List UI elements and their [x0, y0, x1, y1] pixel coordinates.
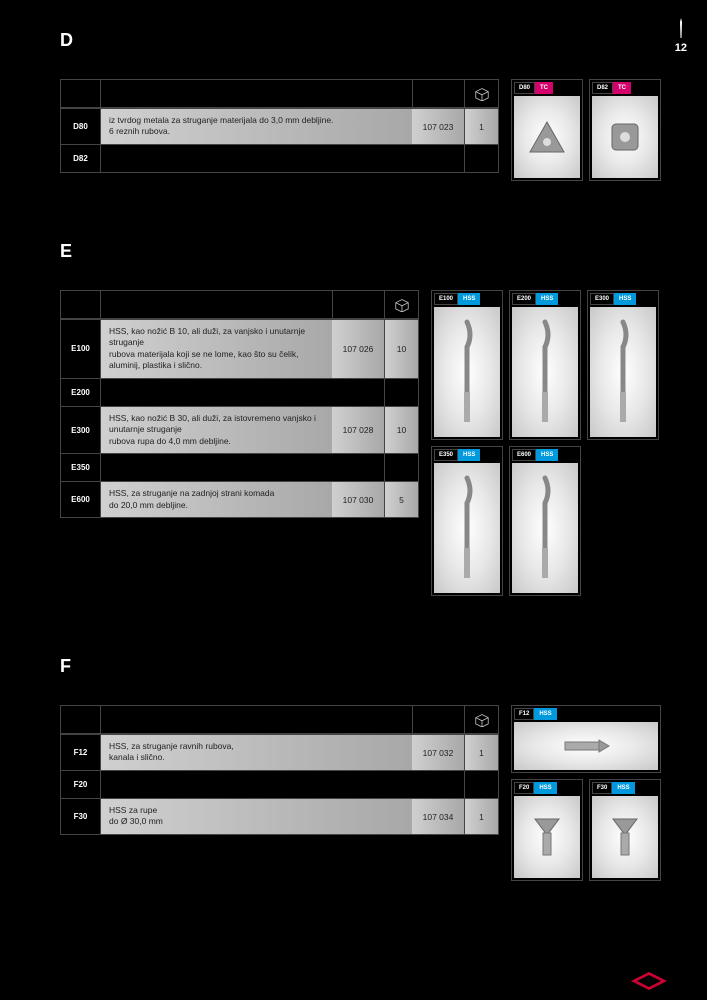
package-icon — [464, 80, 498, 107]
code-cell: 107 023 — [412, 109, 464, 144]
description-cell — [101, 379, 332, 406]
image-tags: D80 TC — [514, 82, 580, 94]
pack-qty-cell: 1 — [464, 109, 498, 144]
material-tag: TC — [535, 82, 553, 94]
package-icon — [464, 706, 498, 733]
description-cell: HSS, za struganje ravnih rubova,kanala i… — [101, 735, 412, 770]
code-cell — [332, 454, 384, 481]
product-illustration — [592, 96, 658, 178]
table-header — [61, 706, 498, 734]
section-title: E — [60, 241, 667, 262]
model-cell: E300 — [61, 407, 101, 453]
code-cell: 107 032 — [412, 735, 464, 770]
code-cell — [332, 379, 384, 406]
product-image-box: E600HSS — [509, 446, 581, 596]
description-cell — [101, 771, 412, 798]
model-cell: E200 — [61, 379, 101, 406]
model-cell: D80 — [61, 109, 101, 144]
table-row: F20 — [61, 770, 498, 798]
code-cell: 107 028 — [332, 407, 384, 453]
product-image-box: E350HSS — [431, 446, 503, 596]
product-image-box: E300HSS — [587, 290, 659, 440]
product-image-box: F12HSS — [511, 705, 661, 773]
product-image-box: E100HSS — [431, 290, 503, 440]
product-image-box: E200HSS — [509, 290, 581, 440]
table-row: D82 — [61, 144, 498, 172]
code-cell — [412, 771, 464, 798]
product-image-box: F30HSS — [589, 779, 661, 881]
section-title: F — [60, 656, 667, 677]
table-row: D80 iz tvrdog metala za struganje materi… — [61, 108, 498, 144]
description-cell — [101, 145, 412, 172]
image-tags: D82 TC — [592, 82, 658, 94]
pack-qty-cell: 1 — [464, 735, 498, 770]
model-tag: D80 — [514, 82, 535, 94]
product-illustration — [514, 96, 580, 178]
package-icon — [384, 291, 418, 318]
table-row: F30 HSS za rupedo Ø 30,0 mm 107 034 1 — [61, 798, 498, 834]
brand-logo — [631, 972, 667, 990]
model-cell: F30 — [61, 799, 101, 834]
product-images: D80 TC D82 TC — [511, 79, 667, 181]
table-row: E200 — [61, 378, 418, 406]
description-cell: iz tvrdog metala za struganje materijala… — [101, 109, 412, 144]
pack-qty-cell — [384, 454, 418, 481]
pack-qty-cell: 10 — [384, 407, 418, 453]
model-cell: E350 — [61, 454, 101, 481]
model-cell: F20 — [61, 771, 101, 798]
table-header — [61, 291, 418, 319]
product-table: E100 HSS, kao nožić B 10, ali duži, za v… — [60, 290, 419, 518]
product-images: F12HSS — [511, 705, 667, 773]
material-tag: TC — [613, 82, 631, 94]
pack-qty-cell — [464, 145, 498, 172]
section-title: D — [60, 30, 667, 51]
code-cell: 107 026 — [332, 320, 384, 378]
table-row: E100 HSS, kao nožić B 10, ali duži, za v… — [61, 319, 418, 378]
section-F: F F12 HSS, za struganje ravnih rubova,ka… — [60, 656, 667, 881]
code-cell: 107 034 — [412, 799, 464, 834]
product-table: F12 HSS, za struganje ravnih rubova,kana… — [60, 705, 499, 835]
pack-qty-cell: 5 — [384, 482, 418, 517]
table-row: E600 HSS, za struganje na zadnjoj strani… — [61, 481, 418, 517]
section-E: E E100 HSS, kao nožić B 10, ali duži, za… — [60, 241, 667, 596]
product-image-box: F20HSS — [511, 779, 583, 881]
product-images: F20HSS F30HSS — [511, 779, 667, 881]
description-cell: HSS, za struganje na zadnjoj strani koma… — [101, 482, 332, 517]
product-image-box: D80 TC — [511, 79, 583, 181]
catalog-tool-icon — [677, 18, 685, 42]
pack-qty-cell: 1 — [464, 799, 498, 834]
pack-qty-cell: 10 — [384, 320, 418, 378]
description-cell: HSS, kao nožić B 10, ali duži, za vanjsk… — [101, 320, 332, 378]
model-cell: D82 — [61, 145, 101, 172]
page-number: 12 — [675, 42, 687, 54]
product-image-box: D82 TC — [589, 79, 661, 181]
description-cell — [101, 454, 332, 481]
pack-qty-cell — [384, 379, 418, 406]
model-cell: F12 — [61, 735, 101, 770]
table-row: E350 — [61, 453, 418, 481]
table-header — [61, 80, 498, 108]
code-cell: 107 030 — [332, 482, 384, 517]
model-cell: E600 — [61, 482, 101, 517]
section-D: D D80 iz tvrdog metala za struganje mate… — [60, 30, 667, 181]
model-tag: D82 — [592, 82, 613, 94]
pack-qty-cell — [464, 771, 498, 798]
description-cell: HSS, kao nožić B 30, ali duži, za istovr… — [101, 407, 332, 453]
product-table: D80 iz tvrdog metala za struganje materi… — [60, 79, 499, 173]
description-cell: HSS za rupedo Ø 30,0 mm — [101, 799, 412, 834]
code-cell — [412, 145, 464, 172]
table-row: E300 HSS, kao nožić B 30, ali duži, za i… — [61, 406, 418, 453]
model-cell: E100 — [61, 320, 101, 378]
table-row: F12 HSS, za struganje ravnih rubova,kana… — [61, 734, 498, 770]
